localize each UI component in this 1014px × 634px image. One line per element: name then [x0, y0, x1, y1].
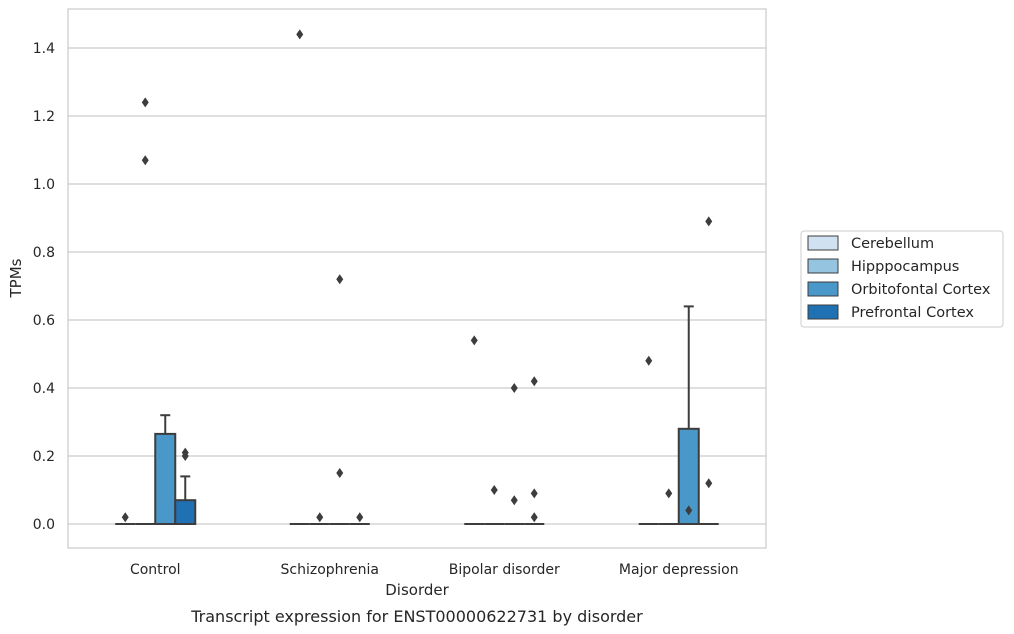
outlier-point: [490, 485, 498, 495]
box-body: [174, 499, 197, 526]
outlier-point: [181, 451, 189, 461]
legend: Cerebellum Hipppocampus Orbitofontal Corte…: [800, 230, 1004, 328]
outlier-point: [356, 512, 364, 523]
box-group: [349, 512, 370, 525]
legend-swatch: [807, 258, 839, 274]
y-axis-label: TPMs: [7, 258, 25, 298]
legend-swatch: [807, 281, 839, 297]
outlier-point: [705, 216, 713, 227]
y-tick-label: 0.4: [33, 381, 55, 397]
box-group: [309, 512, 330, 525]
box-group: [289, 29, 310, 525]
outlier-point: [510, 495, 518, 506]
box-plot-series: [115, 29, 719, 526]
outlier-point: [685, 505, 693, 516]
outlier-point: [665, 488, 673, 499]
box-group: [484, 485, 505, 525]
plot-frame: [67, 8, 767, 549]
box-group: [464, 335, 485, 525]
outlier-point: [336, 468, 344, 478]
outlier-point: [141, 97, 149, 108]
x-tick-label: Major depression: [619, 562, 739, 578]
outlier-point: [316, 512, 324, 523]
box-group: [677, 305, 700, 525]
y-tick-label: 1.0: [33, 177, 55, 193]
y-tick-label: 0.0: [33, 517, 55, 533]
box-group: [698, 216, 719, 525]
chart-caption: Transcript expression for ENST0000062273…: [190, 607, 643, 626]
box-group: [658, 488, 679, 525]
outlier-point: [510, 383, 518, 393]
y-tick-label: 1.4: [33, 41, 55, 57]
outlier-point: [530, 512, 538, 523]
legend-swatch: [807, 235, 839, 251]
box-group: [154, 414, 177, 525]
y-axis-ticks: 0.0 0.2 0.4 0.6 0.8 1.0 1.2 1.4: [33, 41, 55, 533]
outlier-point: [296, 29, 304, 40]
box-group: [504, 383, 525, 525]
y-tick-label: 0.8: [33, 245, 55, 261]
outlier-point: [530, 376, 538, 387]
x-tick-label: Control: [130, 562, 181, 578]
legend-label: Orbitofontal Cortex: [851, 282, 991, 298]
y-tick-label: 1.2: [33, 109, 55, 125]
outlier-point: [121, 512, 129, 523]
x-tick-label: Bipolar disorder: [449, 562, 560, 578]
box-group: [638, 355, 659, 525]
box-group: [329, 274, 350, 525]
outlier-point: [470, 335, 478, 346]
legend-label: Hipppocampus: [851, 259, 959, 275]
x-axis-ticks: Control Schizophrenia Bipolar disorder Majo…: [130, 562, 739, 578]
outlier-point: [645, 355, 653, 366]
legend-label: Prefrontal Cortex: [851, 305, 974, 321]
outlier-point: [705, 478, 713, 489]
box-body: [154, 432, 177, 525]
y-tick-label: 0.2: [33, 449, 55, 465]
box-group: [174, 447, 197, 526]
outlier-point: [336, 274, 344, 285]
legend-frame: [800, 230, 1004, 328]
box-group: [524, 376, 545, 525]
outlier-point: [141, 155, 149, 166]
x-axis-label: Disorder: [385, 581, 449, 599]
box-group: [115, 512, 136, 525]
legend-label: Cerebellum: [851, 236, 934, 252]
legend-swatch: [807, 304, 839, 320]
x-tick-label: Schizophrenia: [281, 562, 379, 578]
outlier-point: [530, 488, 538, 499]
box-group: [135, 97, 156, 525]
y-tick-label: 0.6: [33, 313, 55, 329]
